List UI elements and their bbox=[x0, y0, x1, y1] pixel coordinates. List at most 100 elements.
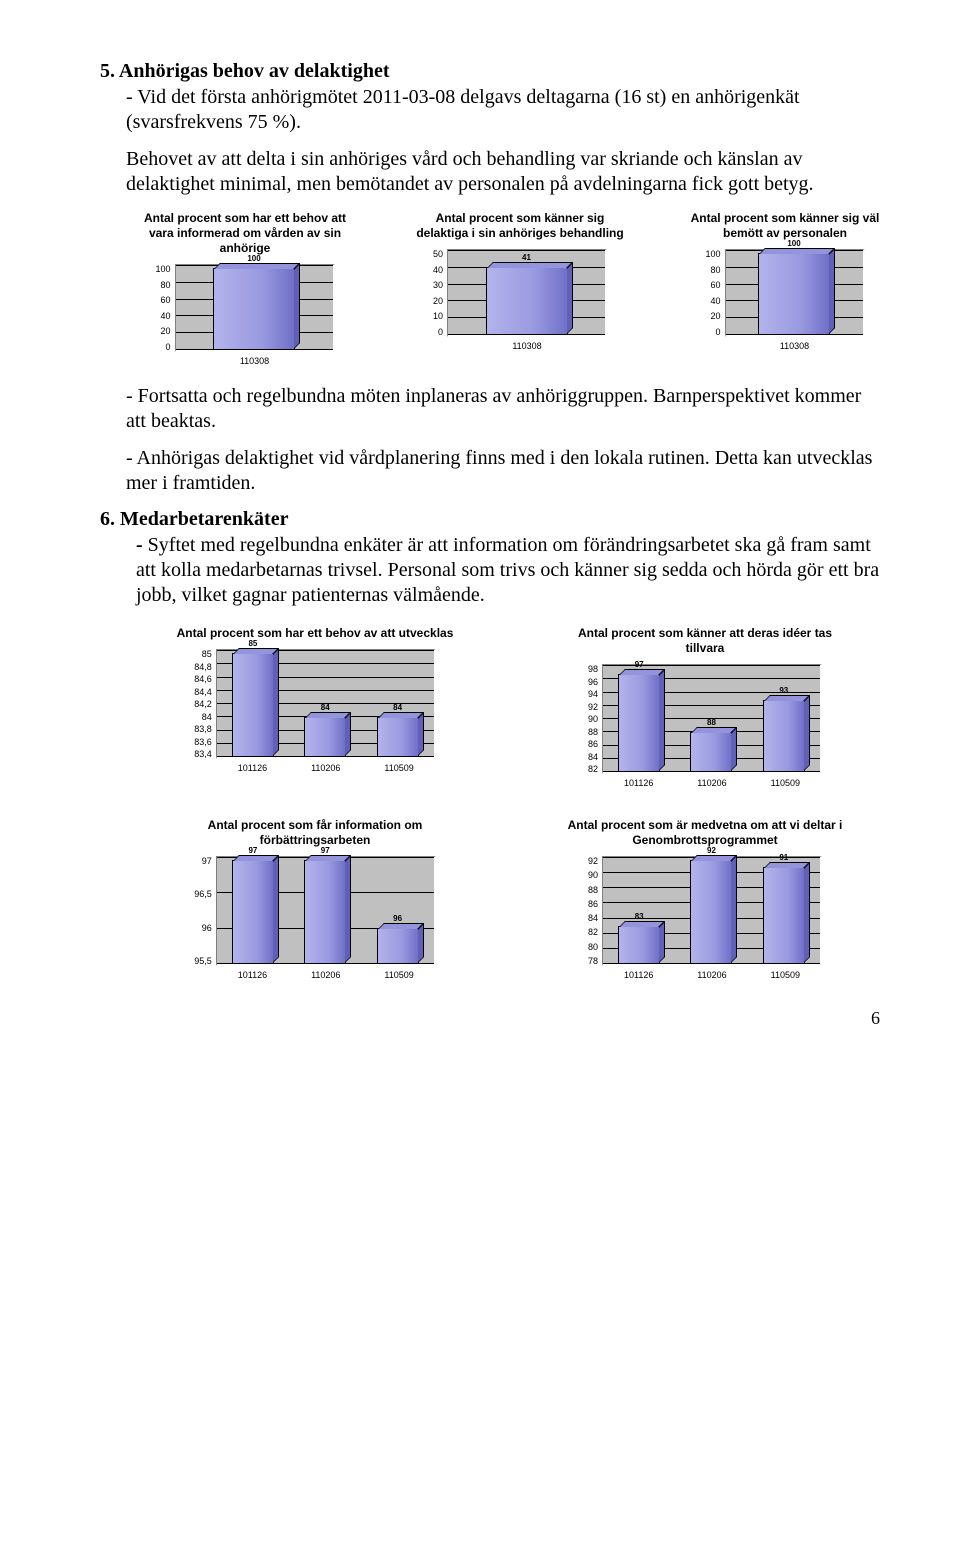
plot-area: 100 bbox=[175, 264, 335, 352]
bars-container: 41 bbox=[448, 250, 605, 335]
plot-area: 979796 bbox=[216, 856, 436, 966]
section6-bullet: - bbox=[136, 534, 148, 556]
x-tick-label: 101126 bbox=[624, 778, 653, 788]
mid-para1: - Fortsatta och regelbundna möten inplan… bbox=[126, 384, 880, 434]
x-tick-label: 110509 bbox=[771, 778, 800, 788]
chart-wrap: 9290888684828078839291101126110206110509 bbox=[588, 856, 822, 980]
y-tick-label: 0 bbox=[438, 327, 443, 337]
y-tick-label: 20 bbox=[711, 311, 721, 321]
y-axis: 50403020100 bbox=[433, 249, 447, 337]
x-tick-label: 110509 bbox=[384, 763, 413, 773]
x-tick-label: 110509 bbox=[384, 970, 413, 980]
y-tick-label: 94 bbox=[588, 689, 598, 699]
bar bbox=[486, 267, 568, 335]
chart-r3c1: Antal procent som får information om för… bbox=[170, 818, 460, 980]
bar-value-label: 97 bbox=[321, 846, 330, 855]
x-tick-label: 101126 bbox=[624, 970, 653, 980]
section5-para1-text: - Vid det första anhörigmötet 2011-03-08… bbox=[126, 86, 800, 133]
bar-value-label: 84 bbox=[393, 703, 402, 712]
chart-title: Antal procent som är medvetna om att vi … bbox=[560, 818, 850, 848]
bar bbox=[618, 926, 660, 964]
x-tick-label: 110206 bbox=[311, 763, 340, 773]
y-tick-label: 78 bbox=[588, 956, 598, 966]
y-axis: 100806040200 bbox=[155, 264, 174, 352]
bars-container: 978893 bbox=[603, 665, 820, 772]
bar-value-label: 92 bbox=[707, 846, 716, 855]
chart-title: Antal procent som känner sig väl bemött … bbox=[690, 211, 880, 241]
bar-value-label: 91 bbox=[779, 853, 788, 862]
bars-container: 858484 bbox=[217, 650, 434, 757]
bars-container: 839291 bbox=[603, 857, 820, 964]
bars-container: 979796 bbox=[217, 857, 434, 964]
y-tick-label: 92 bbox=[588, 702, 598, 712]
chart-wrap: 8584,884,684,484,28483,883,683,485848410… bbox=[194, 649, 436, 773]
y-tick-label: 84,2 bbox=[194, 699, 212, 709]
chart-title: Antal procent som känner sig delaktiga i… bbox=[415, 211, 625, 241]
plot-column: 41110308 bbox=[447, 249, 607, 351]
bar-value-label: 83 bbox=[635, 912, 644, 921]
bar-column: 96 bbox=[372, 857, 424, 964]
y-tick-label: 86 bbox=[588, 739, 598, 749]
page-number: 6 bbox=[100, 1008, 880, 1029]
y-tick-label: 84,8 bbox=[194, 662, 212, 672]
y-tick-label: 80 bbox=[711, 265, 721, 275]
y-tick-label: 83,8 bbox=[194, 724, 212, 734]
bar-column: 88 bbox=[685, 665, 737, 772]
section6-heading: 6. Medarbetarenkäter bbox=[100, 508, 880, 531]
chart-wrap: 9796,59695,5979796101126110206110509 bbox=[194, 856, 436, 980]
y-tick-label: 90 bbox=[588, 714, 598, 724]
y-tick-label: 40 bbox=[433, 265, 443, 275]
y-tick-label: 82 bbox=[588, 764, 598, 774]
chart-r1c1: Antal procent som har ett behov att vara… bbox=[140, 211, 350, 366]
bar-column: 100 bbox=[208, 265, 300, 350]
y-tick-label: 88 bbox=[588, 727, 598, 737]
bar bbox=[304, 860, 346, 964]
section5-para2: Behovet av att delta i sin anhöriges vår… bbox=[126, 147, 880, 197]
plot-column: 979796101126110206110509 bbox=[216, 856, 436, 980]
y-tick-label: 84 bbox=[588, 913, 598, 923]
y-tick-label: 96,5 bbox=[194, 889, 212, 899]
chart-row-1: Antal procent som har ett behov att vara… bbox=[140, 211, 880, 366]
x-tick-label: 110206 bbox=[311, 970, 340, 980]
x-tick-label: 110308 bbox=[240, 356, 269, 366]
y-tick-label: 85 bbox=[202, 649, 212, 659]
chart-r2c2: Antal procent som känner att deras idéer… bbox=[560, 626, 850, 788]
x-tick-label: 110206 bbox=[697, 970, 726, 980]
y-tick-label: 60 bbox=[161, 295, 171, 305]
chart-title: Antal procent som har ett behov att vara… bbox=[140, 211, 350, 256]
bar-column: 91 bbox=[758, 857, 810, 964]
bars-container: 100 bbox=[726, 250, 863, 335]
chart-wrap: 100806040200100110308 bbox=[705, 249, 864, 351]
x-axis: 110308 bbox=[175, 356, 335, 366]
y-tick-label: 80 bbox=[588, 942, 598, 952]
section5-para2-text: Behovet av att delta i sin anhöriges vår… bbox=[126, 148, 814, 195]
bar-value-label: 100 bbox=[247, 254, 260, 263]
x-tick-label: 101126 bbox=[238, 970, 267, 980]
plot-area: 858484 bbox=[216, 649, 436, 759]
x-tick-label: 110206 bbox=[697, 778, 726, 788]
mid-para2: - Anhörigas delaktighet vid vårdplanerin… bbox=[126, 446, 880, 496]
chart-title: Antal procent som känner att deras idéer… bbox=[560, 626, 850, 656]
y-tick-label: 100 bbox=[155, 264, 170, 274]
y-tick-label: 84 bbox=[202, 712, 212, 722]
bar-column: 97 bbox=[227, 857, 279, 964]
chart-r3c2: Antal procent som är medvetna om att vi … bbox=[560, 818, 850, 980]
y-axis: 989694929088868482 bbox=[588, 664, 602, 774]
y-tick-label: 84,6 bbox=[194, 674, 212, 684]
chart-r2c1: Antal procent som har ett behov av att u… bbox=[170, 626, 460, 788]
y-axis: 8584,884,684,484,28483,883,683,4 bbox=[194, 649, 216, 759]
x-axis: 101126 110206 110509 bbox=[216, 763, 436, 773]
y-tick-label: 30 bbox=[433, 280, 443, 290]
bar-column: 100 bbox=[753, 250, 835, 335]
y-tick-label: 96 bbox=[202, 923, 212, 933]
chart-wrap: 100806040200100110308 bbox=[155, 264, 334, 366]
y-tick-label: 80 bbox=[161, 280, 171, 290]
x-axis: 101126 110206 110509 bbox=[602, 778, 822, 788]
y-tick-label: 40 bbox=[161, 311, 171, 321]
y-tick-label: 0 bbox=[716, 327, 721, 337]
chart-row-2: Antal procent som har ett behov av att u… bbox=[140, 626, 880, 788]
y-tick-label: 90 bbox=[588, 870, 598, 880]
x-tick-label: 101126 bbox=[238, 763, 267, 773]
plot-column: 978893 101126 110206 110509 bbox=[602, 664, 822, 788]
y-tick-label: 20 bbox=[433, 296, 443, 306]
